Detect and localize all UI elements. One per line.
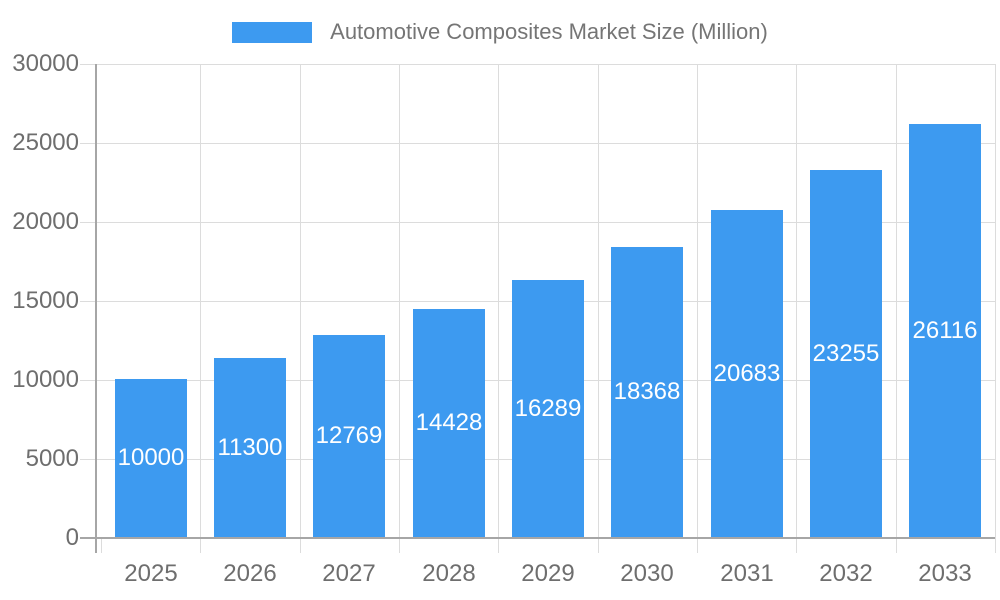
v-gridline: [796, 64, 797, 553]
v-gridline: [995, 64, 996, 553]
y-tick-label: 20000: [12, 208, 79, 235]
x-tick-label: 2031: [720, 560, 774, 587]
legend-swatch-icon: [232, 21, 313, 43]
bar[interactable]: 26116: [909, 124, 981, 537]
chart-title: Automotive Composites Market Size (Milli…: [330, 19, 768, 44]
x-tick-label: 2027: [322, 560, 376, 587]
v-gridline: [399, 64, 400, 553]
y-tick-label: 10000: [12, 366, 79, 393]
bar[interactable]: 23255: [810, 170, 882, 537]
bar-value-label: 18368: [613, 378, 681, 405]
bar[interactable]: 11300: [214, 358, 286, 537]
bar[interactable]: 16289: [512, 280, 584, 537]
v-gridline: [498, 64, 499, 553]
v-gridline: [697, 64, 698, 553]
bar-value-label: 12769: [315, 422, 383, 449]
legend[interactable]: Automotive Composites Market Size (Milli…: [0, 17, 1000, 47]
bar-value-label: 20683: [713, 359, 781, 387]
x-tick-label: 2033: [918, 560, 972, 587]
y-axis-line: [95, 64, 97, 553]
bar-value-label: 16289: [514, 394, 582, 422]
h-gridline: [80, 143, 995, 144]
x-tick-label: 2028: [422, 560, 476, 587]
bar[interactable]: 10000: [115, 379, 187, 537]
bar-value-label: 10000: [117, 444, 185, 471]
bar[interactable]: 20683: [711, 210, 783, 537]
x-tick-label: 2029: [521, 560, 575, 587]
y-tick-label: 30000: [12, 50, 79, 77]
bar[interactable]: 18368: [611, 247, 683, 537]
y-tick-label: 25000: [12, 129, 79, 156]
x-axis-line: [80, 537, 995, 539]
y-tick-label: 0: [65, 524, 79, 551]
h-gridline: [80, 64, 995, 65]
v-gridline: [200, 64, 201, 553]
bar[interactable]: 12769: [313, 335, 385, 537]
v-gridline: [896, 64, 897, 553]
x-tick-label: 2025: [124, 560, 178, 587]
bar-value-label: 23255: [812, 339, 880, 367]
x-tick-label: 2026: [223, 560, 277, 587]
y-tick-label: 5000: [25, 445, 79, 472]
v-gridline: [598, 64, 599, 553]
y-tick-label: 15000: [12, 287, 79, 314]
bar-value-label: 14428: [415, 409, 483, 436]
bar-value-label: 26116: [912, 316, 978, 344]
x-axis-tick: [101, 539, 102, 553]
h-gridline: [80, 222, 995, 223]
bar[interactable]: 14428: [413, 309, 485, 537]
x-tick-label: 2032: [819, 560, 873, 587]
bar-value-label: 11300: [217, 433, 283, 461]
v-gridline: [300, 64, 301, 553]
x-tick-label: 2030: [620, 560, 674, 587]
